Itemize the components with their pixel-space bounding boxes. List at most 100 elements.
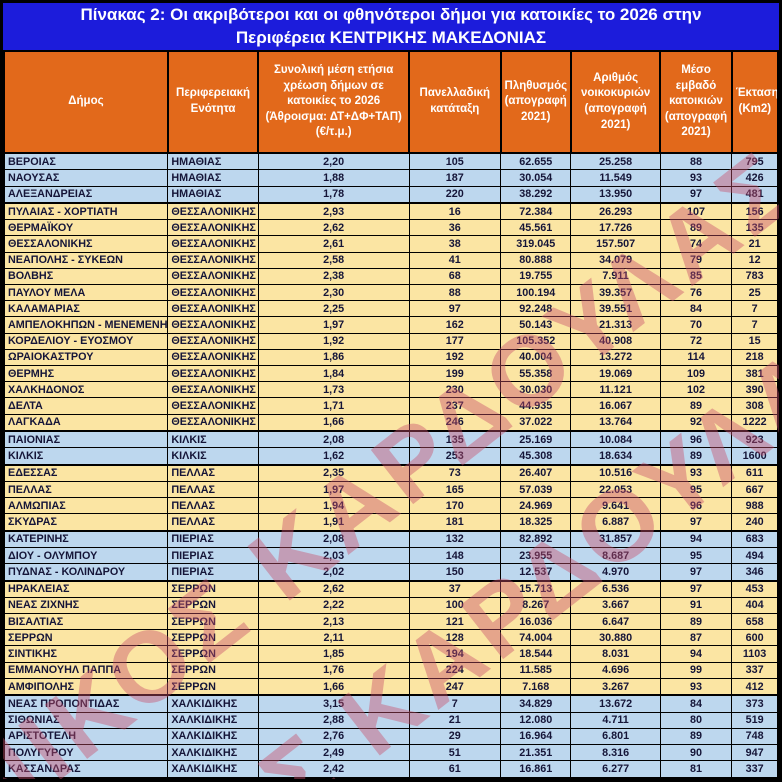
cell-population: 50.143: [500, 316, 572, 334]
cell-municipality: ΩΡΑΙΟΚΑΣΤΡΟΥ: [3, 348, 169, 367]
cell-national-rank: 97: [408, 300, 502, 318]
cell-municipality: ΠΟΛΥΓΥΡΟΥ: [3, 743, 169, 762]
cell-national-rank: 230: [408, 381, 502, 399]
cell-population: 16.861: [500, 760, 572, 779]
cell-annual-charge: 1,62: [257, 447, 410, 466]
cell-population: 80.888: [500, 251, 572, 269]
cell-annual-charge: 2,08: [257, 429, 410, 449]
cell-municipality: ΝΕΑΣ ΖΙΧΝΗΣ: [3, 596, 169, 615]
cell-households: 39.551: [570, 300, 661, 318]
cell-land-area: 7: [731, 300, 779, 318]
cell-households: 13.950: [570, 185, 661, 204]
cell-municipality: ΣΕΡΡΩΝ: [3, 629, 169, 647]
cell-land-area: 21: [731, 235, 779, 253]
cell-population: 45.561: [500, 219, 572, 237]
cell-households: 6.647: [570, 613, 661, 631]
cell-land-area: 404: [731, 596, 779, 615]
cell-households: 11.121: [570, 381, 661, 399]
cell-annual-charge: 1,92: [257, 332, 410, 350]
cell-municipality: ΑΛΕΞΑΝΔΡΕΙΑΣ: [3, 185, 169, 204]
cell-national-rank: 105: [408, 152, 502, 171]
cell-municipality: ΑΜΠΕΛΟΚΗΠΩΝ - ΜΕΝΕΜΕΝΗΣ: [3, 316, 169, 334]
cell-national-rank: 51: [408, 743, 502, 762]
cell-households: 10.084: [570, 429, 661, 449]
column-header-households: Αριθμός νοικοκυριών (απογραφή 2021): [569, 50, 662, 154]
cell-land-area: 390: [731, 381, 779, 399]
cell-municipality: ΑΜΦΙΠΟΛΗΣ: [3, 677, 169, 696]
column-header-annual-charge: Συνολική μέση ετήσια χρέωση δήμων σε κατ…: [257, 50, 411, 154]
cell-population: 11.585: [500, 661, 572, 679]
cell-municipality: ΚΑΤΕΡΙΝΗΣ: [3, 529, 169, 548]
municipality-table: Δήμος Περιφερειακή Ενότητα Συνολική μέση ε…: [3, 50, 779, 779]
table-row: ΘΕΡΜΗΣ ΘΕΣΣΑΛΟΝΙΚΗΣ 1,84 199 55.358 19.069 109…: [3, 365, 779, 383]
cell-avg-dwelling-area: 74: [659, 235, 733, 253]
cell-population: 19.755: [500, 267, 572, 286]
cell-regional-unit: ΗΜΑΘΙΑΣ: [167, 152, 259, 171]
cell-land-area: 12: [731, 251, 779, 269]
cell-national-rank: 135: [408, 429, 502, 449]
cell-national-rank: 36: [408, 219, 502, 237]
cell-population: 37.022: [500, 413, 572, 432]
cell-households: 16.067: [570, 397, 661, 415]
table-row: ΣΙΘΩΝΙΑΣ ΧΑΛΚΙΔΙΚΗΣ 2,88 21 12.080 4.711 80 519: [3, 711, 779, 729]
cell-annual-charge: 1,71: [257, 397, 410, 415]
cell-annual-charge: 2,13: [257, 613, 410, 631]
table-row: ΚΟΡΔΕΛΙΟΥ - ΕΥΟΣΜΟΥ ΘΕΣΣΑΛΟΝΙΚΗΣ 1,92 177 10…: [3, 332, 779, 350]
cell-municipality: ΛΑΓΚΑΔΑ: [3, 413, 169, 432]
cell-households: 7.911: [570, 267, 661, 286]
table-row: ΝΕΑΠΟΛΗΣ - ΣΥΚΕΩΝ ΘΕΣΣΑΛΟΝΙΚΗΣ 2,58 41 80.88…: [3, 251, 779, 269]
cell-land-area: 600: [731, 629, 779, 647]
cell-population: 21.351: [500, 743, 572, 762]
cell-population: 105.352: [500, 332, 572, 350]
cell-households: 8.687: [570, 546, 661, 565]
cell-population: 18.325: [500, 513, 572, 532]
cell-avg-dwelling-area: 96: [659, 497, 733, 515]
cell-national-rank: 68: [408, 267, 502, 286]
cell-municipality: ΚΟΡΔΕΛΙΟΥ - ΕΥΟΣΜΟΥ: [3, 332, 169, 350]
cell-households: 22.053: [570, 480, 661, 499]
cell-households: 40.908: [570, 332, 661, 350]
cell-regional-unit: ΗΜΑΘΙΑΣ: [167, 169, 259, 187]
cell-national-rank: 181: [408, 513, 502, 532]
cell-avg-dwelling-area: 94: [659, 529, 733, 548]
table-row: ΛΑΓΚΑΔΑ ΘΕΣΣΑΛΟΝΙΚΗΣ 1,66 246 37.022 13.764 92…: [3, 413, 779, 432]
table-row: ΔΙΟΥ - ΟΛΥΜΠΟΥ ΠΙΕΡΙΑΣ 2,03 148 23.955 8.687 9…: [3, 546, 779, 565]
table-row: ΠΥΛΑΙΑΣ - ΧΟΡΤΙΑΤΗ ΘΕΣΣΑΛΟΝΙΚΗΣ 2,93 16 72.3…: [3, 201, 779, 221]
cell-national-rank: 148: [408, 546, 502, 565]
cell-households: 157.507: [570, 235, 661, 253]
cell-households: 6.801: [570, 727, 661, 745]
column-header-municipality: Δήμος: [3, 50, 169, 154]
cell-annual-charge: 1,66: [257, 413, 410, 432]
cell-national-rank: 237: [408, 397, 502, 415]
cell-population: 62.655: [500, 152, 572, 171]
cell-municipality: ΑΛΜΩΠΙΑΣ: [3, 497, 169, 515]
table-row: ΕΔΕΣΣΑΣ ΠΕΛΛΑΣ 2,35 73 26.407 10.516 93 611: [3, 463, 779, 482]
cell-households: 17.726: [570, 219, 661, 237]
cell-regional-unit: ΣΕΡΡΩΝ: [167, 661, 259, 679]
cell-households: 4.970: [570, 563, 661, 582]
cell-municipality: ΠΥΛΑΙΑΣ - ΧΟΡΤΙΑΤΗ: [3, 201, 169, 221]
cell-regional-unit: ΘΕΣΣΑΛΟΝΙΚΗΣ: [167, 283, 259, 302]
cell-regional-unit: ΘΕΣΣΑΛΟΝΙΚΗΣ: [167, 381, 259, 399]
cell-population: 57.039: [500, 480, 572, 499]
cell-national-rank: 41: [408, 251, 502, 269]
cell-annual-charge: 1,91: [257, 513, 410, 532]
cell-population: 8.267: [500, 596, 572, 615]
table-row: ΧΑΛΚΗΔΟΝΟΣ ΘΕΣΣΑΛΟΝΙΚΗΣ 1,73 230 30.030 11.12…: [3, 381, 779, 399]
table-header: Δήμος Περιφερειακή Ενότητα Συνολική μέση ε…: [3, 50, 779, 154]
cell-population: 18.544: [500, 645, 572, 663]
cell-land-area: 453: [731, 579, 779, 598]
cell-annual-charge: 2,76: [257, 727, 410, 745]
cell-population: 25.169: [500, 429, 572, 449]
cell-municipality: ΚΑΛΑΜΑΡΙΑΣ: [3, 300, 169, 318]
cell-land-area: 783: [731, 267, 779, 286]
cell-population: 72.384: [500, 201, 572, 221]
cell-regional-unit: ΘΕΣΣΑΛΟΝΙΚΗΣ: [167, 348, 259, 367]
cell-national-rank: 61: [408, 760, 502, 779]
cell-municipality: ΝΑΟΥΣΑΣ: [3, 169, 169, 187]
cell-regional-unit: ΠΕΛΛΑΣ: [167, 497, 259, 515]
cell-municipality: ΚΑΣΣΑΝΔΡΑΣ: [3, 760, 169, 779]
cell-national-rank: 21: [408, 711, 502, 729]
cell-land-area: 240: [731, 513, 779, 532]
cell-municipality: ΕΜΜΑΝΟΥΗΛ ΠΑΠΠΑ: [3, 661, 169, 679]
